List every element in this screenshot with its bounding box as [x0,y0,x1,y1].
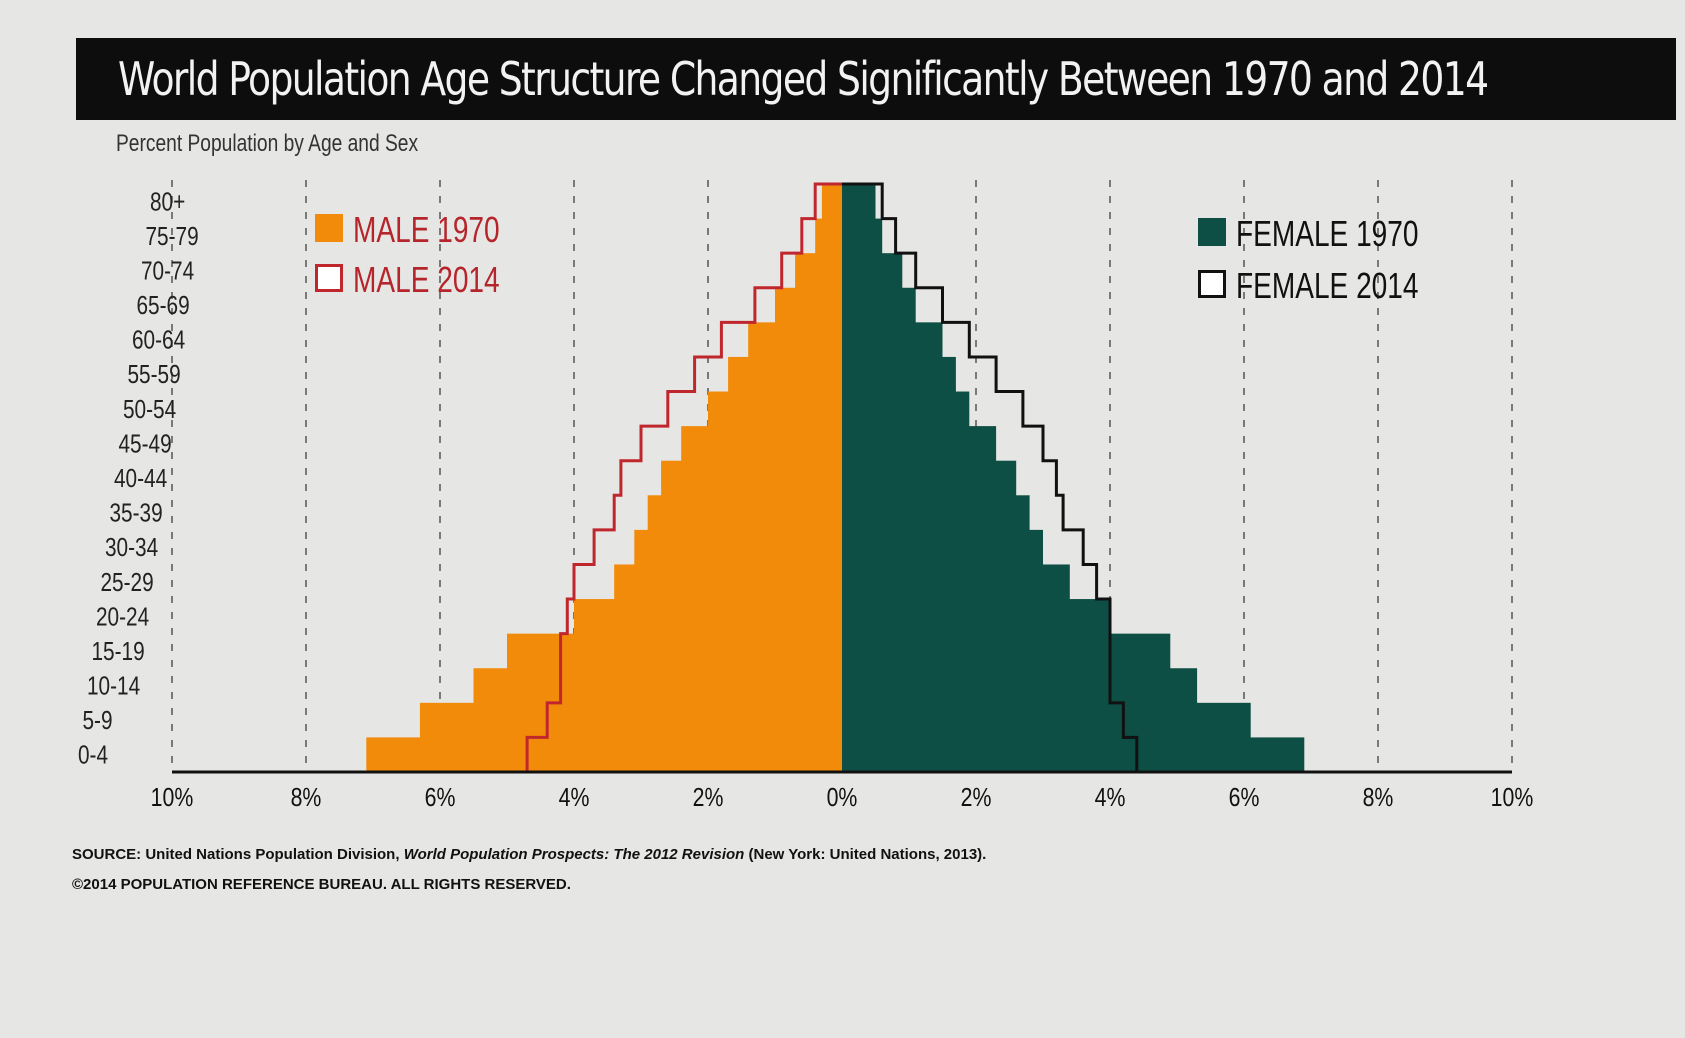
legend-swatch [1198,270,1226,298]
y-tick-label: 20-24 [96,602,149,631]
legend-label: FEMALE 1970 [1236,214,1419,254]
outline-right-2014 [842,182,1139,774]
x-tick-label: 4% [559,783,590,813]
chart-subtitle: Percent Population by Age and Sex [116,130,419,157]
source-note: SOURCE: United Nations Population Divisi… [72,846,986,863]
bar-right-1970 [842,668,1198,704]
bar-right-1970 [842,426,997,462]
bar-left-1970 [775,287,842,323]
bar-left-1970 [419,702,842,739]
bar-left-1970 [748,322,842,358]
y-tick-label: 5-9 [83,706,113,735]
y-tick-label: 65-69 [137,291,190,320]
y-tick-label: 70-74 [141,256,194,285]
y-tick-label: 0-4 [78,741,108,770]
source-prefix: SOURCE: United Nations Population Divisi… [72,846,404,863]
y-tick-label: 50-54 [123,395,176,424]
title-bar: World Population Age Structure Changed S… [76,38,1676,120]
bar-left-1970 [634,529,842,566]
bar-left-1970 [815,218,842,254]
source-work: World Population Prospects: The 2012 Rev… [403,846,745,863]
x-tick-label: 10% [1491,783,1534,813]
y-tick-label: 45-49 [119,429,172,458]
legend-label: MALE 2014 [353,260,500,300]
bar-left-1970 [366,737,842,773]
bar-right-1970 [842,218,883,254]
bar-right-1970 [842,253,903,289]
y-tick-label: 40-44 [114,464,167,493]
bar-left-1970 [661,460,842,496]
bar-left-1970 [574,599,842,635]
outline-left-2014 [525,182,842,774]
x-tick-label: 6% [1229,783,1260,813]
x-tick-label: 2% [693,783,724,813]
y-tick-label: 55-59 [128,360,181,389]
x-tick-label: 8% [1363,783,1394,813]
legend-swatch [1198,218,1226,246]
y-tick-label: 15-19 [92,637,145,666]
bar-right-1970 [842,391,970,427]
y-tick-label: 75-79 [145,222,198,251]
x-tick-label: 8% [291,783,322,813]
bar-left-1970 [708,391,842,427]
bar-right-1970 [842,529,1043,566]
y-tick-label: 25-29 [101,568,154,597]
legend-swatch [315,264,343,292]
bar-left-1970 [681,426,842,462]
bar-right-1970 [842,356,956,393]
bar-right-1970 [842,460,1017,496]
bar-left-1970 [795,253,842,289]
bar-left-1970 [614,564,842,600]
bar-left-1970 [473,668,842,704]
bar-left-1970 [507,633,842,669]
x-tick-label: 6% [425,783,456,813]
y-tick-label: 10-14 [87,671,140,700]
legend-swatch [315,214,343,242]
y-tick-label: 60-64 [132,325,185,354]
source-suffix: (New York: United Nations, 2013). [744,846,987,863]
x-tick-label: 0% [827,783,858,813]
bar-left-1970 [728,356,842,393]
y-tick-label: 80+ [150,187,185,216]
copyright-note: ©2014 POPULATION REFERENCE BUREAU. ALL R… [72,876,571,893]
x-tick-label: 10% [151,783,194,813]
legend-label: FEMALE 2014 [1236,266,1419,306]
x-tick-label: 4% [1095,783,1126,813]
bar-right-1970 [842,322,943,358]
bar-right-1970 [842,702,1251,739]
bar-right-1970 [842,633,1171,669]
chart-title: World Population Age Structure Changed S… [118,52,1489,106]
bar-left-1970 [821,184,842,220]
x-tick-label: 2% [961,783,992,813]
bar-left-1970 [647,495,842,531]
bar-right-1970 [842,564,1070,600]
bar-right-1970 [842,184,876,220]
bar-right-1970 [842,495,1030,531]
bar-right-1970 [842,737,1305,773]
bar-right-1970 [842,287,916,323]
legend-label: MALE 1970 [353,210,500,250]
y-tick-label: 30-34 [105,533,158,562]
bar-right-1970 [842,599,1110,635]
y-tick-label: 35-39 [110,498,163,527]
